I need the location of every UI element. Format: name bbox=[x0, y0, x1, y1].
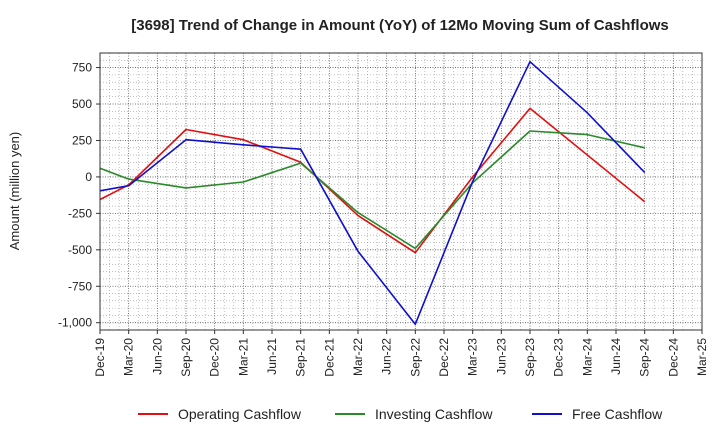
x-tick-label: Mar-20 bbox=[122, 338, 136, 376]
series-line-operating-cashflow bbox=[99, 107, 646, 254]
plot-frame bbox=[99, 52, 703, 331]
x-tick-label: Jun-24 bbox=[609, 338, 623, 375]
y-tick-label: -750 bbox=[68, 279, 92, 293]
y-tick-label: -1,000 bbox=[58, 316, 92, 330]
x-tick-label: Jun-23 bbox=[494, 338, 508, 375]
x-tick-label: Sep-22 bbox=[408, 338, 422, 377]
x-tick-label: Sep-24 bbox=[638, 338, 652, 377]
y-tick-label: -500 bbox=[68, 243, 92, 257]
y-tick-label: -250 bbox=[68, 206, 92, 220]
x-tick-label: Dec-24 bbox=[666, 338, 680, 377]
x-tick-label: Sep-23 bbox=[523, 338, 537, 377]
x-tick-label: Sep-21 bbox=[294, 338, 308, 377]
chart-title: [3698] Trend of Change in Amount (YoY) o… bbox=[131, 17, 669, 34]
y-tick-label: 0 bbox=[85, 170, 92, 184]
x-tick-label: Sep-20 bbox=[179, 338, 193, 377]
x-tick-label: Dec-23 bbox=[552, 338, 566, 377]
y-tick-label: 500 bbox=[72, 97, 92, 111]
x-tick-label: Jun-22 bbox=[380, 338, 394, 375]
x-tick-label: Jun-20 bbox=[150, 338, 164, 375]
y-tick-label: 750 bbox=[72, 61, 92, 75]
series-line-investing-cashflow bbox=[99, 130, 645, 250]
legend-label: Free Cashflow bbox=[572, 406, 663, 422]
x-tick-label: Dec-21 bbox=[322, 338, 336, 377]
series-line-free-cashflow bbox=[99, 60, 646, 326]
y-tick-label: 250 bbox=[72, 133, 92, 147]
x-tick-label: Jun-21 bbox=[265, 338, 279, 375]
legend-label: Operating Cashflow bbox=[178, 406, 302, 422]
x-tick-label: Mar-21 bbox=[236, 338, 250, 376]
x-tick-label: Mar-24 bbox=[580, 338, 594, 376]
x-tick-label: Mar-25 bbox=[695, 338, 709, 376]
legend: Operating Cashflow Investing Cashflow Free… bbox=[138, 406, 663, 422]
series-lines bbox=[99, 60, 646, 326]
x-tick-label: Dec-20 bbox=[208, 338, 222, 377]
x-tick-label: Dec-22 bbox=[437, 338, 451, 377]
x-tick-label: Mar-22 bbox=[351, 338, 365, 376]
legend-label: Investing Cashflow bbox=[375, 406, 493, 422]
x-tick-label: Dec-19 bbox=[93, 338, 107, 377]
x-tick-label: Mar-23 bbox=[466, 338, 480, 376]
y-axis-label: Amount (million yen) bbox=[7, 132, 22, 251]
